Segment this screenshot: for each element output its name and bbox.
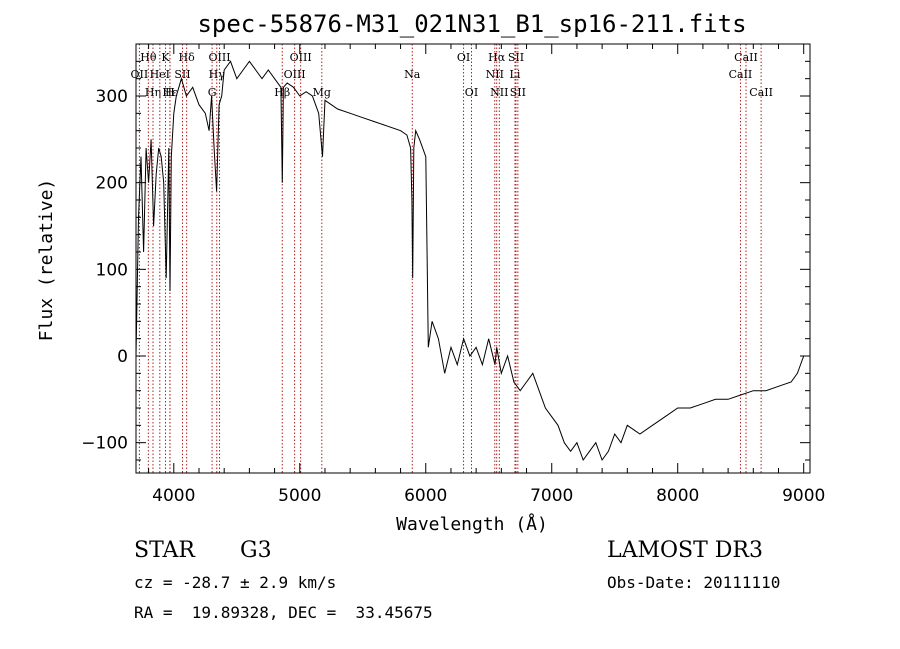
marker-label: SII <box>174 68 190 81</box>
y-axis-label: Flux (relative) <box>36 179 57 342</box>
marker-label: OIII <box>208 51 230 64</box>
marker-label: NII <box>490 86 508 99</box>
x-axis-label: Wavelength (Å) <box>396 513 548 535</box>
marker-label: Hθ <box>140 51 157 64</box>
marker-label: Mg <box>313 86 331 99</box>
marker-label: OIII <box>284 68 306 81</box>
marker-label: Na <box>404 68 421 81</box>
x-tick-label: 4000 <box>152 486 195 506</box>
marker-label: OI <box>457 51 470 64</box>
marker-label: Hα <box>488 51 506 64</box>
marker-label: G <box>208 86 217 99</box>
y-tick-label: −100 <box>81 434 128 454</box>
marker-label: Hγ <box>209 68 226 81</box>
plot-frame <box>135 43 811 474</box>
marker-label: Hη <box>145 86 161 99</box>
spectral-line-markers: Hθ OII Hη K HeI SII H Hδ OIII Hγ G Hε OIII OIII Hβ Mg Na… <box>131 44 773 473</box>
coordinates-info: RA = 19.89328, DEC = 33.45675 <box>134 603 433 622</box>
marker-label: Hδ <box>179 51 196 64</box>
marker-label: HeI <box>150 68 170 81</box>
marker-label: OI <box>465 86 478 99</box>
chart-title: spec-55876-M31_021N31_B1_sp16-211.fits <box>197 10 746 38</box>
marker-label: CaII <box>734 51 758 64</box>
y-tick-label: 100 <box>96 260 128 280</box>
survey-name: LAMOST DR3 <box>607 538 763 563</box>
marker-label: H <box>165 86 175 99</box>
y-tick-label: 0 <box>117 347 128 367</box>
marker-label: Li <box>510 68 521 81</box>
marker-label: OIII <box>290 51 312 64</box>
y-tick-label: 200 <box>96 174 128 194</box>
spectrum-line <box>135 60 805 462</box>
obs-date-info: Obs-Date: 20111110 <box>607 573 781 592</box>
x-tick-label: 9000 <box>782 486 825 506</box>
object-class: STAR <box>134 538 195 563</box>
marker-label: OII <box>131 68 149 81</box>
axes: 4000 5000 6000 7000 8000 9000 −100 0 100 200 300 <box>81 43 825 506</box>
x-tick-label: 6000 <box>404 486 447 506</box>
marker-label: CaII <box>749 86 773 99</box>
object-subclass: G3 <box>240 538 272 563</box>
marker-label: CaII <box>729 68 753 81</box>
marker-label: K <box>161 51 170 64</box>
x-tick-label: 5000 <box>278 486 321 506</box>
marker-label: Hβ <box>274 86 290 99</box>
marker-label: NII <box>486 68 504 81</box>
x-tick-label: 8000 <box>656 486 699 506</box>
marker-label: Hε <box>162 86 178 99</box>
marker-label: SII <box>508 51 524 64</box>
marker-label: SII <box>510 86 526 99</box>
redshift-info: cz = -28.7 ± 2.9 km/s <box>134 573 337 592</box>
y-tick-label: 300 <box>96 87 128 107</box>
x-tick-label: 7000 <box>530 486 573 506</box>
